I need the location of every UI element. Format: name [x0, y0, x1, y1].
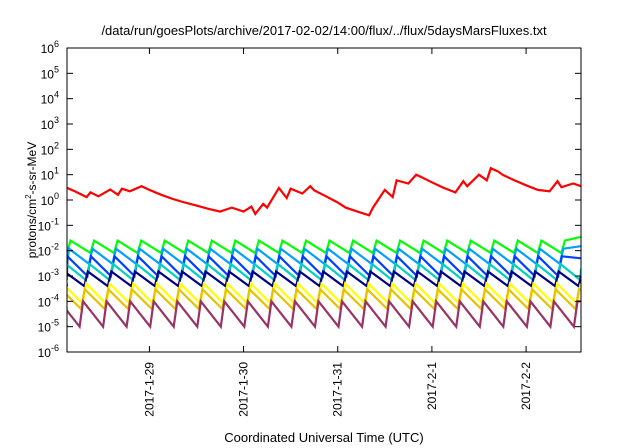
y-tick-label: 10-5: [38, 318, 59, 335]
plot-area: [67, 166, 581, 330]
y-tick-label: 101: [41, 166, 59, 183]
y-axis-label: protons/cm2-s-sr-MeV: [24, 142, 39, 258]
plot-frame: [66, 47, 582, 353]
x-tick-label: 2017-2-2: [519, 362, 533, 410]
series-line-0: [67, 166, 581, 217]
chart-title: /data/run/goesPlots/archive/2017-02-02/1…: [101, 23, 547, 38]
x-tick-label: 2017-2-1: [425, 362, 439, 410]
y-tick-label: 104: [41, 90, 59, 107]
y-tick-label: 10-3: [38, 267, 59, 284]
series-line-5: [67, 269, 581, 288]
y-tick-label: 10-4: [38, 292, 59, 309]
y-tick-label: 106: [41, 39, 59, 56]
x-axis-ticks: 2017-1-29 2017-1-30 2017-1-31 2017-2-1 2017-…: [142, 48, 533, 417]
series-line-8: [67, 298, 581, 330]
y-tick-label: 103: [41, 115, 59, 132]
x-tick-label: 2017-1-29: [142, 362, 156, 417]
y-axis-ticks: 10-6 10-5 10-4 10-3 10-2 10-1 100 101 102 103 104 1…: [38, 39, 581, 360]
x-tick-label: 2017-1-31: [331, 362, 345, 417]
y-tick-label: 10-6: [38, 343, 59, 360]
y-tick-label: 102: [41, 140, 59, 157]
series-line-6: [67, 281, 581, 307]
y-tick-label: 105: [41, 64, 59, 81]
series-line-1: [67, 235, 581, 255]
y-tick-label: 10-1: [38, 216, 59, 233]
y-tick-label: 10-2: [38, 242, 59, 259]
x-axis-label: Coordinated Universal Time (UTC): [224, 430, 423, 445]
x-tick-label: 2017-1-30: [237, 362, 251, 417]
y-tick-label: 100: [41, 191, 59, 208]
